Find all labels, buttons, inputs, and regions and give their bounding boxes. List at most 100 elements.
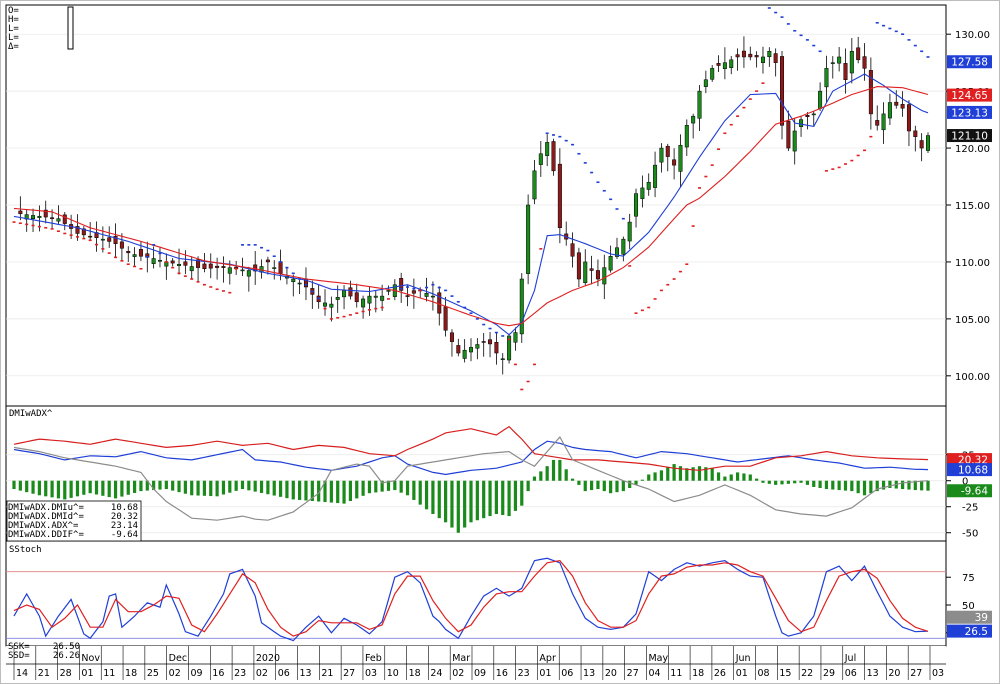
ddif-bar <box>82 480 86 495</box>
psar-dot <box>532 363 536 366</box>
ddif-bar <box>482 480 486 519</box>
candle-body <box>519 278 524 335</box>
candle-body <box>386 290 391 292</box>
candle-body <box>56 218 61 222</box>
x-tick-label: 27 <box>910 668 922 679</box>
stoch-last-value-tag: 39 <box>975 612 988 624</box>
candle-body <box>500 358 505 360</box>
ddif-bar <box>761 480 765 483</box>
candle-body <box>532 170 537 200</box>
psar-dot <box>31 224 35 227</box>
ddif-bar <box>139 480 143 492</box>
candle-body <box>462 349 467 359</box>
ddif-bar <box>545 466 549 481</box>
ddif-bar <box>710 468 714 481</box>
ddif-bar <box>272 480 276 496</box>
psar-dot <box>786 23 790 25</box>
candle-body <box>856 47 861 61</box>
psar-dot <box>190 278 194 280</box>
x-tick-label: 04 <box>648 668 660 679</box>
psar-dot <box>63 232 67 235</box>
psar-dot <box>209 286 213 288</box>
ddif-bar <box>431 480 435 514</box>
ddif-bar <box>374 480 378 493</box>
psar-dot <box>513 363 517 366</box>
price-panel[interactable] <box>5 4 947 407</box>
candle-body <box>183 261 188 266</box>
dmi-y-tick-label: 0 <box>962 477 968 488</box>
ddif-bar <box>723 476 727 481</box>
ddif-bar <box>920 480 924 491</box>
psar-dot <box>50 228 54 230</box>
candle-body <box>818 90 823 109</box>
ddif-bar <box>444 480 448 523</box>
candle-body <box>240 269 245 272</box>
ddif-bar <box>615 480 619 493</box>
psar-dot <box>317 297 321 300</box>
stoch-last-value-tag-bg <box>947 610 992 624</box>
psar-dot <box>95 243 99 246</box>
ddif-bar <box>177 480 181 493</box>
psar-dot <box>558 135 562 138</box>
candle-body <box>456 345 461 354</box>
psar-dot <box>799 34 803 37</box>
psar-dot <box>767 7 771 9</box>
candle-body <box>430 295 435 298</box>
x-tick-label: 20 <box>605 668 617 679</box>
price-last-value-tag-bg <box>947 105 992 119</box>
candle-body <box>75 226 80 234</box>
ddif-bar <box>824 480 829 490</box>
candle-body <box>157 259 162 262</box>
psar-dot <box>913 44 917 47</box>
candle-body <box>887 102 892 119</box>
ddif-bar <box>716 472 721 481</box>
x-tick-label: 15 <box>779 668 791 679</box>
psar-dot <box>139 267 143 270</box>
candle-body <box>926 135 930 151</box>
psar-dot <box>837 166 841 169</box>
ddif-bar <box>94 480 99 495</box>
x-tick-label: 02 <box>256 668 268 679</box>
ddif-bar <box>926 480 930 491</box>
moving-average-line <box>13 86 929 327</box>
psar-dot <box>374 307 378 310</box>
price-y-tick-label: 105.00 <box>955 315 990 326</box>
psar-dot <box>196 281 200 283</box>
ddif-bar <box>869 480 873 494</box>
candle-body <box>672 159 677 166</box>
dmi-last-value-tag: -9.64 <box>961 486 988 498</box>
psar-dot <box>640 309 644 312</box>
ddif-bar <box>755 478 759 481</box>
candle-body <box>507 335 512 361</box>
ddif-bar <box>856 480 860 494</box>
candle-body <box>729 59 734 68</box>
price-candles <box>18 36 930 375</box>
psar-dot <box>494 331 498 334</box>
psar-dot <box>177 272 181 275</box>
candle-body <box>291 278 296 283</box>
ddif-bar <box>342 480 346 504</box>
candle-body <box>469 347 473 353</box>
x-tick-label: 28 <box>60 668 72 679</box>
psar-dot <box>678 270 682 273</box>
stoch-panel[interactable] <box>5 540 947 647</box>
x-tick-label: 10 <box>387 668 399 679</box>
ddif-bar <box>532 476 537 481</box>
psar-dot <box>133 265 137 268</box>
dmi-panel[interactable] <box>5 405 947 542</box>
psar-dot <box>336 316 340 319</box>
price-last-value-tag-bg <box>947 55 992 69</box>
candle-body <box>253 264 258 272</box>
psar-dot <box>812 44 816 47</box>
candle-body <box>81 228 86 236</box>
ddif-bar <box>742 473 746 481</box>
ddif-bar <box>418 480 422 505</box>
psar-dot <box>552 134 556 136</box>
ddif-bar <box>837 480 841 491</box>
psar-dot <box>704 175 708 178</box>
psar-dot <box>126 263 130 266</box>
candle-body <box>722 62 727 69</box>
ddif-bar <box>215 480 219 497</box>
psar-dot <box>901 33 905 35</box>
